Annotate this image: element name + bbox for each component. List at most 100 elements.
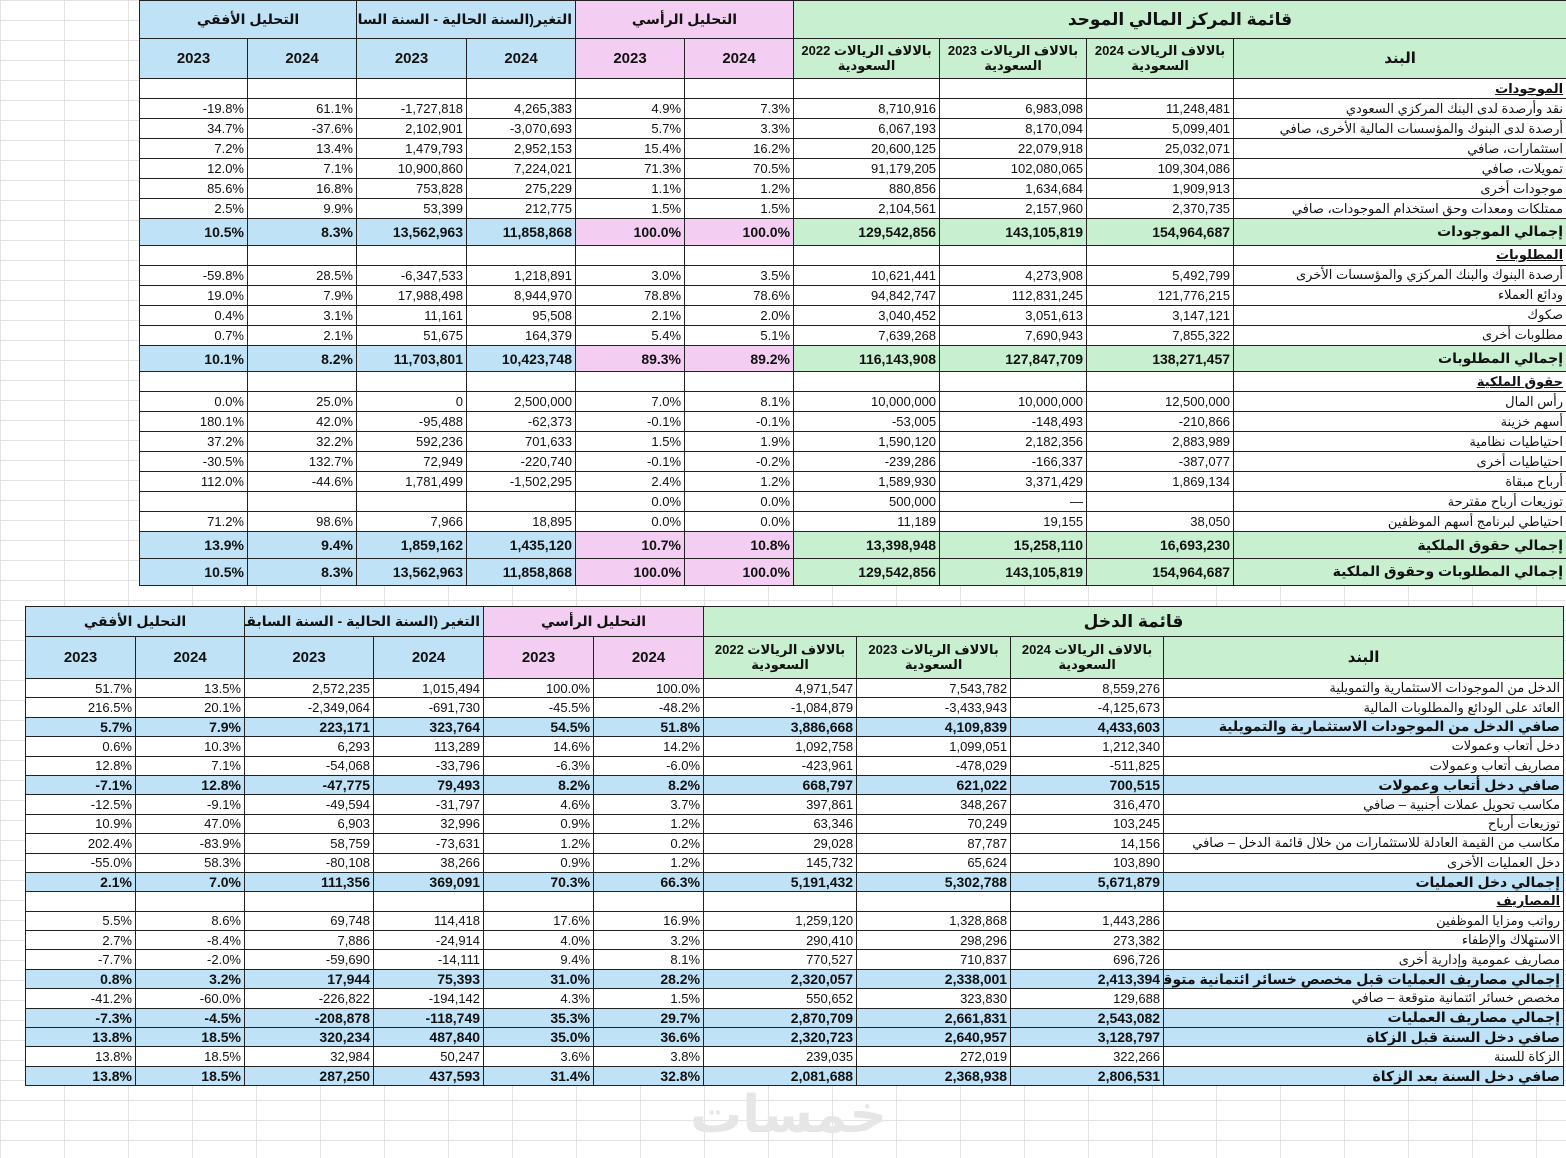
cell xyxy=(574,371,686,393)
row: أسهم خزينة -210,866 -148,493 -53,005 -0.1% -0… xyxy=(139,411,1566,433)
cell: -55.0% xyxy=(25,852,136,873)
cell: 95,508 xyxy=(466,304,576,326)
cell: 3,040,452 xyxy=(793,304,941,326)
cell: -7.1% xyxy=(25,774,136,796)
item-label: صافي الدخل من الموجودات الاستثمارية والت… xyxy=(1163,716,1565,738)
cell: 8,710,916 xyxy=(793,98,941,119)
item-label: مكاسب من القيمة العادلة للاستثمارات من خ… xyxy=(1163,833,1565,854)
column-header: 2024 xyxy=(466,38,576,79)
cell: -83.9% xyxy=(135,833,245,854)
cell xyxy=(793,78,941,99)
cell xyxy=(684,371,795,393)
cell: 36.6% xyxy=(593,1027,705,1048)
cell: 8,944,970 xyxy=(466,284,576,306)
cell: 621,022 xyxy=(856,774,1012,796)
cell: -148,493 xyxy=(939,411,1088,433)
cell: 54.5% xyxy=(483,716,595,738)
cell: 14,156 xyxy=(1010,833,1165,854)
cell: 138,271,457 xyxy=(1086,344,1235,373)
cell: 3.7% xyxy=(593,794,705,815)
cell: 500,000 xyxy=(793,491,941,513)
cell: -60.0% xyxy=(135,988,245,1009)
cell xyxy=(684,78,795,99)
cell: 154,964,687 xyxy=(1086,558,1235,586)
cell: -0.1% xyxy=(684,411,795,433)
row: مطلوبات أخرى 7,855,322 7,690,943 7,639,268 5… xyxy=(139,324,1566,346)
cell: 61.1% xyxy=(247,98,357,119)
cell: 20,600,125 xyxy=(793,138,941,159)
cell: 668,797 xyxy=(703,774,858,796)
cell: 100.0% xyxy=(684,218,795,246)
item-label: إجمالي حقوق الملكية xyxy=(1233,531,1566,560)
item-label: دخل أتعاب وعمولات xyxy=(1163,736,1565,757)
cell: 180.1% xyxy=(139,411,248,433)
item-label: مطلوبات أخرى xyxy=(1233,324,1566,346)
column-header: 2023 xyxy=(243,636,375,679)
total-row: إجمالي مصاريف العمليات 2,543,082 2,661,831… xyxy=(25,1007,1565,1029)
column-header: 2023 xyxy=(483,636,595,679)
cell: -9.1% xyxy=(135,794,245,815)
cell: 397,861 xyxy=(703,794,858,815)
cell: 71.3% xyxy=(574,158,686,179)
cell xyxy=(1010,891,1165,912)
item-label: استثمارات، صافي xyxy=(1233,138,1566,159)
cell: 3.0% xyxy=(574,264,686,286)
cell: 3,886,668 xyxy=(703,716,858,738)
cell: 11,858,868 xyxy=(466,218,576,246)
cell: -226,822 xyxy=(243,988,375,1009)
group-header: التغير(السنة الحالية - السنة السابقة) xyxy=(356,0,576,39)
cell: 0.8% xyxy=(25,968,136,990)
cell: 25.0% xyxy=(247,391,357,413)
cell: 9.9% xyxy=(247,198,357,219)
cell: 10,000,000 xyxy=(793,391,941,413)
total-row: صافي دخل السنة بعد الزكاة 2,806,531 2,368,… xyxy=(25,1065,1565,1087)
cell: 127,847,709 xyxy=(939,344,1088,373)
cell: 0 xyxy=(356,391,467,413)
cell: 50,247 xyxy=(373,1046,485,1067)
cell: 216.5% xyxy=(25,697,136,718)
cell: -54,068 xyxy=(243,755,375,776)
cell: 0.4% xyxy=(139,304,248,326)
item-label: دخل العمليات الأخرى xyxy=(1163,852,1565,873)
cell: 1.2% xyxy=(593,852,705,873)
cell: 2,102,901 xyxy=(356,118,467,139)
cell: 100.0% xyxy=(574,218,686,246)
cell: -2.0% xyxy=(135,949,245,970)
cell: 15,258,110 xyxy=(939,531,1088,560)
item-label: إجمالي مصاريف العمليات xyxy=(1163,1007,1565,1029)
cell: 14.2% xyxy=(593,736,705,757)
cell: -208,878 xyxy=(243,1007,375,1029)
cell: 2,572,235 xyxy=(243,677,375,699)
cell: 32,984 xyxy=(243,1046,375,1067)
cell: 66.3% xyxy=(593,871,705,893)
statement-table: قائمة المركز المالي الموحد التحليل الرأسي… xyxy=(139,0,1566,586)
cell: 5,492,799 xyxy=(1086,264,1235,286)
column-header-row: البند بالالاف الريالات 2024 السعودية بالال… xyxy=(139,38,1566,79)
cell: 145,732 xyxy=(703,852,858,873)
cell: 10,900,860 xyxy=(356,158,467,179)
cell: 15.4% xyxy=(574,138,686,159)
cell: 13,562,963 xyxy=(356,218,467,246)
cell: -6,347,533 xyxy=(356,264,467,286)
cell: 3.2% xyxy=(593,930,705,951)
cell: 298,296 xyxy=(856,930,1012,951)
cell: 10,621,441 xyxy=(793,264,941,286)
cell: 16.2% xyxy=(684,138,795,159)
row: مخصص خسائر ائتمانية متوقعة – صافي 129,688… xyxy=(25,988,1565,1009)
cell: 18,895 xyxy=(466,511,576,533)
column-header: بالالاف الريالات 2023 السعودية xyxy=(939,38,1088,79)
cell: 2,081,688 xyxy=(703,1065,858,1087)
cell: -80,108 xyxy=(243,852,375,873)
cell: 69,748 xyxy=(243,910,375,932)
cell: 11,189 xyxy=(793,511,941,533)
cell: -95,488 xyxy=(356,411,467,433)
cell: 51.7% xyxy=(25,677,136,699)
cell: 1.5% xyxy=(574,198,686,219)
cell: 75,393 xyxy=(373,968,485,990)
statement-table: قائمة الدخل التحليل الرأسي التغير (السنة ا… xyxy=(25,606,1565,1087)
cell: 1.5% xyxy=(574,431,686,453)
row: احتياطيات أخرى -387,077 -166,337 -239,286 -0… xyxy=(139,451,1566,473)
item-label: أرباح مبقاة xyxy=(1233,471,1566,493)
cell: 2,640,957 xyxy=(856,1027,1012,1048)
cell: 2.1% xyxy=(574,304,686,326)
